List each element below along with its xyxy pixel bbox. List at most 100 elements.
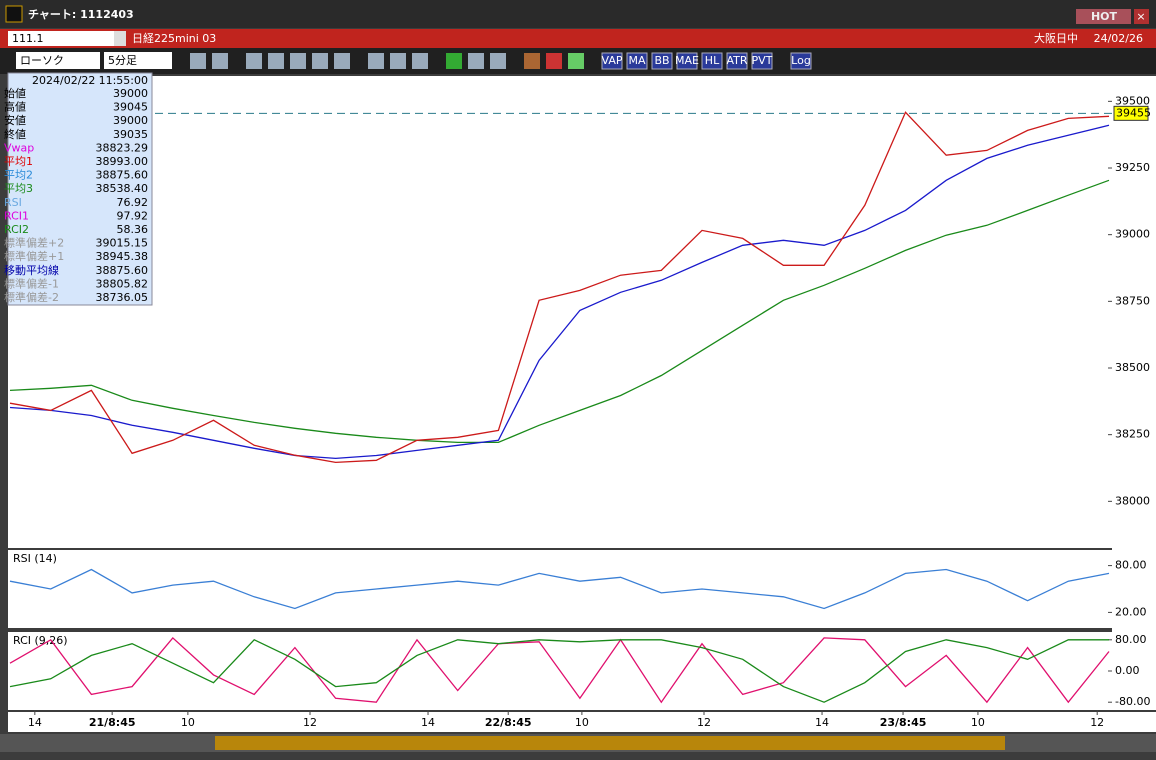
series-line — [9, 124, 1110, 460]
symbol-bar — [0, 29, 1156, 48]
y-tick-label: 0.00 — [1115, 664, 1140, 677]
indicator-button[interactable] — [751, 52, 773, 70]
indicator-label[interactable]: VAP — [602, 54, 623, 67]
y-tick-label: 39250 — [1115, 161, 1150, 174]
indicator-label[interactable]: MAE — [675, 54, 699, 67]
tool-icon[interactable] — [212, 53, 228, 69]
indicator-button[interactable] — [726, 52, 748, 70]
tool-icon[interactable] — [490, 53, 506, 69]
tool-icon[interactable] — [524, 53, 540, 69]
info-label: RSI — [4, 196, 22, 209]
interval-select[interactable] — [104, 52, 172, 69]
series-line — [9, 111, 1110, 464]
x-tick-label: 22/8:45 — [485, 716, 532, 729]
indicator-label[interactable]: ATR — [726, 54, 747, 67]
indicator-button[interactable] — [626, 52, 648, 70]
y-axis-area — [1112, 76, 1156, 710]
symbol-name: 日経225mini 03 — [132, 32, 216, 45]
window-title: チャート: 1112403 — [28, 8, 134, 21]
y-tick-label: 38500 — [1115, 361, 1150, 374]
info-label: 安値 — [4, 113, 26, 127]
interval[interactable]: 5分足 — [108, 54, 137, 67]
x-tick-label: 10 — [575, 716, 589, 729]
info-value: 38875.60 — [96, 264, 149, 277]
code-drop[interactable] — [114, 31, 126, 46]
chart-type[interactable]: ローソク — [20, 54, 64, 67]
tool-icon[interactable] — [334, 53, 350, 69]
scroll-thumb[interactable] — [215, 736, 1005, 750]
y-tick-label: -80.00 — [1115, 695, 1150, 708]
info-label: RCI2 — [4, 223, 29, 236]
info-value: 39000 — [113, 87, 148, 100]
x-tick-label: 10 — [181, 716, 195, 729]
indicator-label[interactable]: HL — [705, 54, 720, 67]
app-icon — [5, 5, 23, 23]
info-label: Vwap — [4, 141, 34, 154]
x-tick-label: 12 — [1090, 716, 1104, 729]
tool-icon[interactable] — [568, 53, 584, 69]
tool-icons — [190, 53, 584, 69]
tool-icon[interactable] — [290, 53, 306, 69]
tool-icon[interactable] — [468, 53, 484, 69]
info-time: 11:55:00 — [99, 74, 148, 87]
x-tick-label: 23/8:45 — [880, 716, 927, 729]
x-axis-area — [8, 712, 1156, 732]
y-tick-label: 38000 — [1115, 494, 1150, 507]
info-value: 39000 — [113, 114, 148, 127]
rsi-panel — [8, 550, 1112, 628]
tool-icon[interactable] — [412, 53, 428, 69]
hot-button[interactable] — [1076, 9, 1131, 24]
info-value: 38805.82 — [96, 277, 149, 290]
tool-icon[interactable] — [390, 53, 406, 69]
info-value: 38875.60 — [96, 169, 149, 182]
info-label: 平均3 — [4, 182, 33, 195]
code-input[interactable] — [8, 31, 126, 46]
indicator-button[interactable] — [676, 52, 698, 70]
x-tick-label: 14 — [421, 716, 435, 729]
close-icon[interactable]: × — [1136, 10, 1145, 23]
tool-icon[interactable] — [268, 53, 284, 69]
hot-label[interactable]: HOT — [1091, 10, 1118, 23]
tool-icon[interactable] — [246, 53, 262, 69]
price-panel — [8, 76, 1112, 548]
code-text[interactable]: 111.1 — [12, 32, 44, 45]
info-value: 38993.00 — [96, 155, 149, 168]
info-value: 38538.40 — [96, 182, 149, 195]
indicator-label[interactable]: PVT — [752, 54, 773, 67]
info-value: 39045 — [113, 101, 148, 114]
info-value: 38823.29 — [96, 141, 149, 154]
series-line — [9, 639, 1109, 703]
tool-icon[interactable] — [546, 53, 562, 69]
info-panel — [7, 72, 153, 306]
tool-icon[interactable] — [190, 53, 206, 69]
info-label: 平均1 — [4, 155, 33, 168]
y-tick-label: 39500 — [1115, 94, 1150, 107]
indicator-button[interactable] — [701, 52, 723, 70]
close-button[interactable] — [1134, 9, 1149, 24]
y-tick-label: 80.00 — [1115, 633, 1147, 646]
info-label: 始値 — [4, 86, 26, 100]
plots: 38000 38250 38500 38750 39000 39250 3950039455… — [9, 94, 1151, 729]
tool-icon[interactable] — [312, 53, 328, 69]
indicator-label[interactable]: BB — [654, 54, 669, 67]
indicator-button[interactable] — [790, 52, 812, 70]
info-value: 38945.38 — [96, 250, 149, 263]
info-label: 移動平均線 — [4, 263, 59, 277]
tool-icon[interactable] — [446, 53, 462, 69]
info-rows: 2024/02/22 11:55:00 始値 39000 高値 39045 安値 39000 終… — [4, 74, 148, 304]
title-bar — [0, 0, 1156, 28]
indicator-button[interactable] — [651, 52, 673, 70]
y-tick-label: 20.00 — [1115, 605, 1147, 618]
x-tick-label: 14 — [28, 716, 42, 729]
last-price-box — [1113, 105, 1149, 121]
tool-icon[interactable] — [368, 53, 384, 69]
indicator-label[interactable]: Log — [791, 54, 811, 67]
info-label: 標準偏差+1 — [4, 249, 64, 263]
indicator-button[interactable] — [601, 52, 623, 70]
indicator-label[interactable]: MA — [628, 54, 645, 67]
chart-type-select[interactable] — [16, 52, 100, 69]
info-label: 終値 — [4, 127, 26, 141]
series-line — [9, 636, 1110, 704]
info-value: 39035 — [113, 128, 148, 141]
